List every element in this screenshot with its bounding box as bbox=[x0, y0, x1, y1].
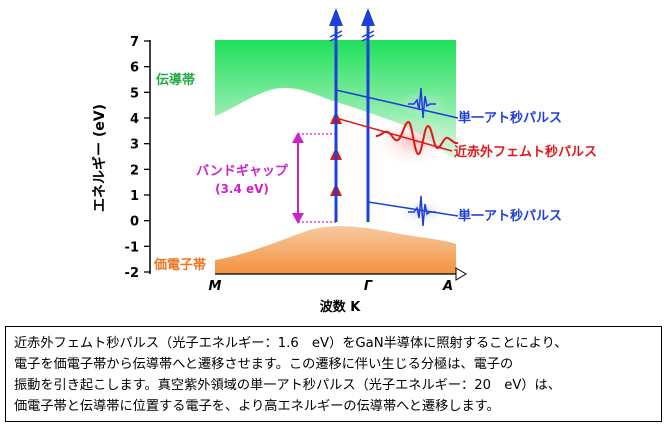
attosecond-waveform-upper bbox=[408, 87, 436, 119]
caption-box: 近赤外フェムト秒パルス（光子エネルギー：1.6 eV）をGaN半導体に照射するこ… bbox=[5, 326, 662, 422]
y-tick-label: 0 bbox=[130, 215, 139, 230]
axis-break-right bbox=[361, 30, 375, 42]
femtosecond-label: 近赤外フェムト秒パルス bbox=[454, 144, 597, 160]
x-tick-a: A bbox=[442, 279, 453, 294]
caption-line: 振動を引き起こします。真空紫外領域の単一アト秒パルス（光子エネルギー：20 eV… bbox=[14, 378, 561, 393]
caption-line: 近赤外フェムト秒パルス（光子エネルギー：1.6 eV）をGaN半導体に照射するこ… bbox=[14, 336, 568, 351]
valence-band bbox=[215, 226, 456, 274]
y-tick-label: -1 bbox=[125, 240, 139, 255]
bandgap-arrow-down bbox=[292, 213, 304, 224]
valence-band-label: 価電子帯 bbox=[153, 257, 206, 273]
bandgap-label: バンドギャップ bbox=[196, 163, 289, 179]
y-tick-label: 3 bbox=[130, 138, 139, 153]
femtosecond-glow bbox=[370, 116, 454, 168]
attosecond-lower-leader bbox=[367, 201, 459, 217]
y-tick-label: 2 bbox=[130, 163, 139, 178]
caption-line: 電子を価電子帯から伝導帯へと遷移させます。この遷移に伴い生じる分極は、電子の bbox=[14, 357, 514, 372]
x-axis-label: 波数 K bbox=[320, 299, 362, 315]
x-tick-gamma: Γ bbox=[364, 279, 373, 294]
y-tick-label: 4 bbox=[130, 112, 139, 127]
y-axis-label: エネルギー (eV) bbox=[91, 104, 108, 212]
y-tick-labels: 7 6 5 4 3 2 1 0 -1 -2 bbox=[125, 35, 139, 281]
y-tick-marks bbox=[144, 40, 150, 273]
attosecond-arrowhead-right bbox=[361, 8, 375, 26]
attosecond-upper-leader bbox=[335, 89, 459, 119]
y-tick-label: 6 bbox=[130, 61, 139, 76]
femtosecond-leader bbox=[335, 117, 453, 152]
attosecond-upper-label: 単一アト秒パルス bbox=[458, 110, 562, 126]
attosecond-lower-label: 単一アト秒パルス bbox=[458, 208, 562, 224]
x-axis-arrowhead bbox=[455, 267, 467, 281]
bandgap-arrow-up bbox=[292, 132, 304, 143]
femtosecond-waveform bbox=[375, 120, 459, 156]
y-tick-label: 1 bbox=[130, 189, 139, 204]
attosecond-arrowhead-left bbox=[329, 8, 343, 26]
band-diagram: 7 6 5 4 3 2 1 0 -1 -2 エネルギー (eV) M Γ A 波数 K 伝導帯 価… bbox=[91, 8, 597, 315]
axis-break-left bbox=[329, 30, 343, 42]
y-tick-label: 5 bbox=[130, 86, 139, 101]
x-tick-m: M bbox=[209, 279, 222, 294]
bandgap-value: (3.4 eV) bbox=[215, 182, 269, 196]
conduction-band-label: 伝導帯 bbox=[156, 72, 195, 88]
y-tick-label: -2 bbox=[125, 266, 139, 281]
caption-line: 価電子帯と伝導帯に位置する電子を、より高エネルギーの伝導帯へと遷移します。 bbox=[14, 399, 500, 414]
attosecond-waveform-lower bbox=[408, 195, 436, 227]
y-tick-label: 7 bbox=[130, 35, 139, 50]
